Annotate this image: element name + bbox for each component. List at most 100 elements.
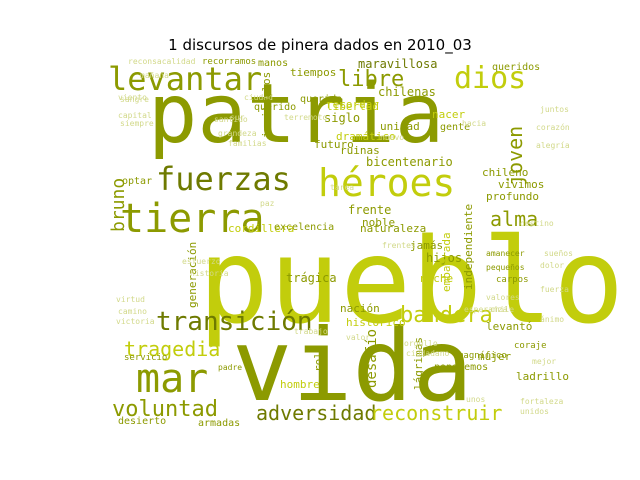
cloud-word: reconsacalidad <box>128 57 196 66</box>
cloud-word: bandera <box>400 303 493 328</box>
cloud-word: naturaleza <box>360 222 426 235</box>
cloud-word: magnífico <box>458 351 507 361</box>
cloud-word: noble <box>362 216 395 229</box>
cloud-word: siglo <box>324 111 360 125</box>
cloud-word: familias <box>228 139 267 148</box>
cloud-word: mar <box>136 356 208 402</box>
cloud-word: unidad <box>380 120 420 133</box>
cloud-word: carpos <box>496 275 529 285</box>
cloud-word: virtud <box>116 295 145 304</box>
cloud-word: tarea <box>330 183 354 192</box>
cloud-word: unidos <box>520 407 549 416</box>
cloud-word: pequeños <box>486 263 525 272</box>
cloud-word: vida <box>232 307 473 424</box>
cloud-word: valores <box>486 293 520 302</box>
cloud-word: futuro <box>314 138 354 151</box>
cloud-word: dios <box>454 61 526 96</box>
cloud-word: alegría <box>536 141 570 150</box>
cloud-word: nacer <box>432 108 465 121</box>
cloud-word: ciudad <box>244 93 273 102</box>
cloud-word: historia <box>190 269 229 278</box>
cloud-word: héroes <box>318 161 455 205</box>
cloud-word: nación <box>340 302 380 315</box>
cloud-word: sangre <box>120 95 149 104</box>
cloud-word: pondremos <box>434 362 488 373</box>
cloud-word: queridos <box>492 62 540 73</box>
cloud-word: independiente <box>462 204 475 290</box>
cloud-word: lágrimas <box>412 337 425 390</box>
cloud-word: destino <box>520 219 554 228</box>
cloud-word: tierra <box>120 196 265 242</box>
cloud-word: libertad <box>326 100 379 113</box>
cloud-word: alma <box>490 207 538 231</box>
cloud-word: dolor <box>540 261 564 270</box>
cloud-word: histórico <box>346 316 406 329</box>
cloud-word: chileno <box>482 166 528 179</box>
cloud-word: vivimos <box>498 178 544 191</box>
cloud-word: embarrada <box>440 232 453 292</box>
cloud-word: generación <box>186 242 199 308</box>
cloud-word: capital <box>118 111 152 120</box>
cloud-word: orgullo <box>404 339 438 348</box>
cloud-word: querido <box>300 94 342 105</box>
cloud-word: querido <box>254 102 296 113</box>
cloud-word: amanecer <box>486 249 525 258</box>
cloud-word: libre <box>338 67 404 92</box>
cloud-word: reconstruir <box>370 401 502 425</box>
cloud-word: trágica <box>286 271 337 285</box>
cloud-word: mujer <box>478 350 511 363</box>
cloud-word: maravillosa <box>358 57 437 71</box>
cloud-word: camino <box>118 307 147 316</box>
cloud-word: profundo <box>486 190 539 203</box>
cloud-word: recordar <box>326 98 379 111</box>
cloud-word: tragedia <box>124 337 220 361</box>
cloud-word: mañana <box>140 71 169 80</box>
cloud-word: invitarlos <box>260 72 273 138</box>
cloud-word: hijos <box>426 251 462 265</box>
cloud-word: optar <box>122 176 152 187</box>
cloud-word: fuerza <box>540 285 569 294</box>
cloud-word: hacia <box>462 119 486 128</box>
cloud-word: chilenas <box>378 85 436 99</box>
cloud-word: frente <box>348 203 391 217</box>
chart-title: 1 discursos de pinera dados en 2010_03 <box>168 36 472 55</box>
cloud-word: mejor <box>532 357 556 366</box>
cloud-word: joven <box>503 126 527 186</box>
cloud-word: terremoto <box>284 113 328 122</box>
cloud-word: ciudadano <box>406 349 450 358</box>
cloud-word: transición <box>156 307 313 337</box>
cloud-word: bruno <box>108 178 129 232</box>
cloud-word: esperanza <box>464 305 508 314</box>
cloud-word: excelencia <box>274 222 334 233</box>
cloud-word: paz <box>260 199 275 208</box>
cloud-word: desafío <box>364 329 380 388</box>
cloud-word: valor <box>346 333 370 342</box>
cloud-word: sur <box>230 113 245 122</box>
cloud-word: corazón <box>536 122 570 132</box>
cloud-word: voluntad <box>112 397 218 422</box>
cloud-word: bicentenario <box>366 155 453 169</box>
cloud-word: fortaleza <box>520 397 564 406</box>
cloud-word: sueños <box>544 249 573 258</box>
cloud-word: viento <box>118 93 147 102</box>
cloud-word: santido <box>214 115 248 124</box>
cloud-word: ánimo <box>540 315 564 324</box>
cloud-word: padre <box>218 363 242 372</box>
cloud-word: levantó <box>486 320 532 333</box>
cloud-word: siempre <box>120 119 154 128</box>
cloud-word: pueblo <box>198 212 624 350</box>
cloud-word: servicio <box>124 353 167 363</box>
cloud-word: armadas <box>198 418 240 429</box>
cloud-word: patria <box>148 67 444 162</box>
cloud-word: coraje <box>514 341 547 351</box>
cloud-word: cordillera <box>228 222 294 235</box>
cloud-word: juntos <box>540 105 569 114</box>
cloud-word: victoria <box>116 317 155 326</box>
cloud-word: fuerzas <box>156 160 291 198</box>
cloud-word: recorramos <box>202 57 256 67</box>
cloud-word: ruinas <box>340 144 380 157</box>
cloud-word: hombre <box>280 378 320 391</box>
cloud-word: noche <box>420 272 453 285</box>
cloud-word: desierto <box>118 416 166 427</box>
